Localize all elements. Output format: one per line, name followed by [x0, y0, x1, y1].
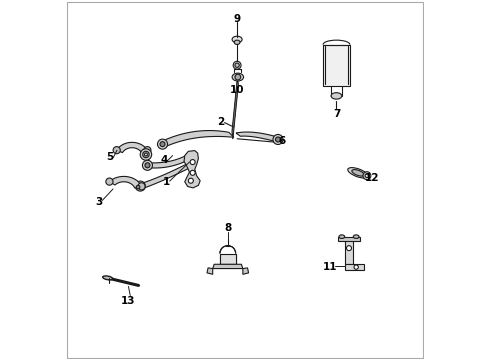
Text: 6: 6 — [278, 136, 285, 146]
Text: 5: 5 — [106, 152, 113, 162]
Ellipse shape — [103, 276, 113, 280]
Text: 8: 8 — [224, 224, 231, 233]
Circle shape — [140, 149, 152, 160]
Circle shape — [138, 183, 145, 190]
Polygon shape — [243, 268, 248, 274]
Text: 3: 3 — [95, 197, 102, 207]
Polygon shape — [162, 131, 234, 147]
Circle shape — [160, 141, 165, 147]
Polygon shape — [220, 253, 236, 264]
Text: 4: 4 — [161, 155, 168, 165]
Ellipse shape — [235, 63, 239, 67]
Ellipse shape — [331, 93, 342, 99]
Polygon shape — [345, 239, 353, 264]
Polygon shape — [148, 156, 188, 168]
Circle shape — [143, 149, 147, 153]
Circle shape — [346, 246, 351, 251]
Circle shape — [136, 185, 140, 189]
Circle shape — [235, 74, 241, 80]
Text: 1: 1 — [163, 177, 171, 187]
Polygon shape — [232, 78, 238, 138]
Circle shape — [143, 160, 152, 170]
Polygon shape — [141, 164, 191, 189]
Polygon shape — [323, 45, 350, 86]
Text: 9: 9 — [234, 14, 241, 24]
Polygon shape — [232, 77, 238, 139]
Polygon shape — [109, 176, 142, 188]
Ellipse shape — [233, 61, 241, 69]
Circle shape — [138, 184, 143, 189]
Circle shape — [157, 139, 168, 149]
Ellipse shape — [352, 170, 364, 176]
Circle shape — [188, 178, 194, 183]
Text: 10: 10 — [230, 85, 245, 95]
Ellipse shape — [353, 235, 359, 238]
Polygon shape — [207, 268, 213, 274]
Polygon shape — [117, 142, 147, 153]
Polygon shape — [345, 264, 364, 270]
Ellipse shape — [339, 235, 344, 238]
Text: 2: 2 — [217, 117, 224, 127]
Circle shape — [144, 147, 151, 154]
Circle shape — [190, 159, 195, 165]
Circle shape — [135, 181, 146, 191]
Circle shape — [143, 151, 149, 158]
Ellipse shape — [348, 168, 368, 178]
Circle shape — [145, 153, 147, 156]
Circle shape — [363, 172, 371, 180]
Polygon shape — [184, 150, 200, 188]
Ellipse shape — [232, 36, 242, 42]
Circle shape — [273, 134, 283, 144]
Text: 7: 7 — [333, 109, 340, 119]
Circle shape — [113, 147, 120, 154]
Text: 13: 13 — [121, 296, 136, 306]
Circle shape — [106, 178, 113, 185]
Polygon shape — [213, 264, 243, 269]
Text: 12: 12 — [365, 173, 380, 183]
Polygon shape — [338, 237, 360, 241]
Circle shape — [354, 265, 358, 269]
Ellipse shape — [232, 73, 244, 81]
Ellipse shape — [234, 40, 240, 44]
Polygon shape — [236, 132, 277, 142]
Text: 11: 11 — [323, 262, 338, 272]
Circle shape — [145, 163, 150, 168]
Circle shape — [365, 174, 368, 177]
Circle shape — [275, 137, 280, 142]
Circle shape — [190, 170, 195, 175]
